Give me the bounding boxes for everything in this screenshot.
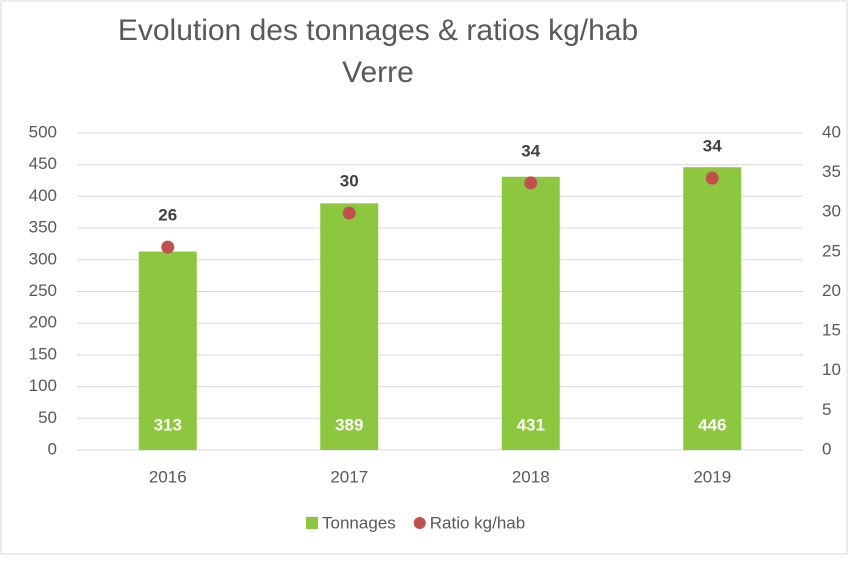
y-tick-label: 300 [29,249,57,268]
x-tick-label: 2019 [693,467,731,486]
ratio-dot [161,240,175,254]
ratio-dot [524,176,538,190]
ratio-dot [705,171,719,185]
y2-tick-label: 25 [822,241,841,260]
bar-label: 446 [698,415,726,434]
x-tick-label: 2018 [512,467,550,486]
x-tick-label: 2016 [149,467,187,486]
y-tick-label: 250 [29,281,57,300]
y2-tick-label: 35 [822,162,841,181]
legend-label: Tonnages [322,513,396,532]
legend-marker [306,517,318,529]
y2-tick-label: 15 [822,321,841,340]
y-tick-label: 200 [29,313,57,332]
y2-tick-label: 10 [822,360,841,379]
x-tick-label: 2017 [330,467,368,486]
y2-tick-label: 0 [822,439,831,458]
ratio-label: 30 [340,172,359,191]
ratio-label: 34 [521,141,540,160]
ratio-dot [342,206,356,220]
y-tick-label: 150 [29,344,57,363]
ratio-label: 34 [703,137,722,156]
bar [501,176,560,450]
y-tick-label: 0 [48,439,57,458]
y-tick-label: 50 [38,408,57,427]
legend-marker [413,517,426,529]
y-tick-label: 500 [29,122,57,141]
chart-title: Evolution des tonnages & ratios kg/hab [118,14,638,47]
y-tick-label: 350 [29,218,57,237]
bar [138,251,197,450]
chart-subtitle: Verre [342,56,414,89]
bar [320,203,379,450]
bar-label: 313 [154,415,182,434]
ratio-label: 26 [158,206,177,225]
y-tick-label: 450 [29,154,57,173]
bar-label: 389 [335,415,363,434]
y-tick-label: 400 [29,186,57,205]
y-tick-label: 100 [29,376,57,395]
y2-tick-label: 20 [822,281,841,300]
bar-label: 431 [517,415,545,434]
bar [683,167,742,450]
y2-tick-label: 5 [822,400,831,419]
y2-tick-label: 40 [822,122,841,141]
y2-tick-label: 30 [822,202,841,221]
legend-label: Ratio kg/hab [430,513,525,532]
